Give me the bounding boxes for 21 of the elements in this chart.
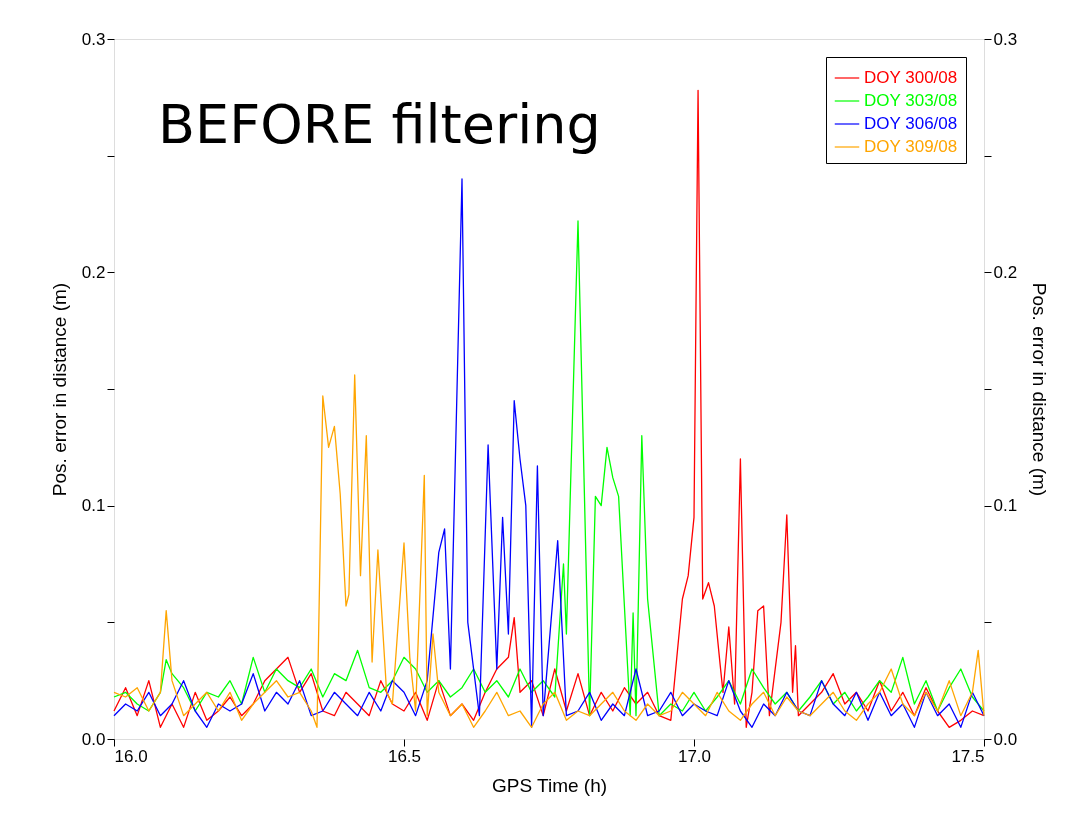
y2-tick-label: 0.3 (993, 29, 1018, 49)
y-tick-label: 0.0 (81, 729, 106, 749)
y-tick-label: 0.2 (81, 262, 106, 282)
x-tick-label: 17.5 (951, 746, 985, 766)
legend-label: DOY 303/08 (864, 91, 958, 110)
y-tick-label: 0.1 (81, 496, 106, 516)
x-tick-label: 16.5 (387, 746, 422, 766)
y2-tick-label: 0.1 (993, 496, 1018, 516)
legend-label: DOY 309/08 (864, 137, 958, 156)
x-axis-title: GPS Time (h) (491, 774, 608, 796)
legend-label: DOY 300/08 (864, 68, 958, 87)
x-tick-label: 16.0 (114, 746, 148, 766)
y-axis-title: Pos. error in distance (m) (48, 282, 70, 497)
annotation: BEFORE filtering (158, 93, 601, 156)
y2-axis-title: Pos. error in distance (m) (1029, 282, 1051, 497)
y2-tick-label: 0.0 (993, 729, 1018, 749)
line-series (113, 374, 985, 728)
y-tick-label: 0.3 (81, 29, 106, 49)
y2-tick-label: 0.2 (993, 262, 1018, 282)
x-tick-label: 17.0 (677, 746, 712, 766)
legend-label: DOY 306/08 (864, 114, 958, 133)
